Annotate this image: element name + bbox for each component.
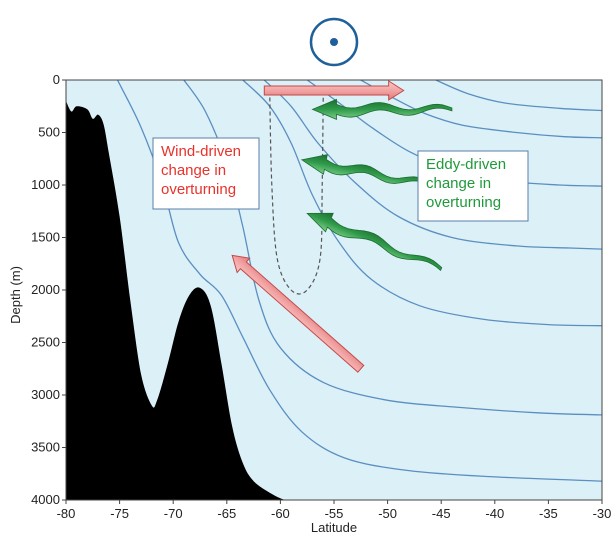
wind-arrow-2: [231, 254, 365, 373]
y-tick-label: 2500: [31, 335, 60, 350]
bathymetry: [66, 101, 602, 500]
x-tick-label: -60: [271, 506, 290, 521]
dashed-overturning-cell: [269, 90, 324, 295]
y-tick-label: 3000: [31, 387, 60, 402]
x-tick-label: -45: [432, 506, 451, 521]
x-tick-label: -80: [57, 506, 76, 521]
y-tick-label: 3500: [31, 440, 60, 455]
wind-driven-label-box: Wind-driven change in overturning: [152, 137, 260, 210]
isopycnal-line-4: [263, 80, 602, 250]
y-tick-label: 1500: [31, 230, 60, 245]
wind-arrow-1: [263, 80, 405, 101]
y-tick-label: 2000: [31, 282, 60, 297]
eddy-arrow-1: [311, 98, 453, 121]
axes: -80 -75 -70 -65 -60 -55 -50 -45 -40 -35 -30 0 500 100…: [31, 72, 611, 521]
svg-text:Wind-driven change in: Wind-driven change in overturning: [161, 143, 245, 198]
overturning-cell: [269, 90, 324, 295]
wind-label-line-1: Wind-driven: [161, 143, 241, 160]
circle-dot-icon: [309, 17, 359, 67]
isopycnal-line-7: [435, 80, 602, 112]
x-tick-label: -70: [164, 506, 183, 521]
y-tick-label: 0: [53, 72, 60, 87]
eddy-arrow-3: [306, 212, 443, 272]
eddy-label-line-3: overturning: [426, 194, 501, 211]
x-tick-label: -35: [539, 506, 558, 521]
x-axis-title: Latitude: [311, 520, 357, 535]
x-tick-label: -55: [325, 506, 344, 521]
wind-label-line-3: overturning: [161, 181, 236, 198]
isopycnal-line-3: [242, 80, 602, 327]
x-tick-label: -30: [593, 506, 612, 521]
y-tick-label: 1000: [31, 177, 60, 192]
y-axis-title: Depth (m): [8, 266, 23, 324]
eddy-label-line-1: Eddy-driven: [426, 156, 506, 173]
eddy-arrow-2: [300, 154, 432, 188]
eddy-driven-label-box: Eddy-driven change in overturning: [417, 150, 529, 222]
x-tick-label: -50: [378, 506, 397, 521]
x-tick-label: -65: [217, 506, 236, 521]
y-tick-label: 4000: [31, 492, 60, 507]
seafloor-topography: [66, 101, 602, 500]
y-tick-label: 500: [38, 125, 60, 140]
svg-text:Eddy-driven change in: Eddy-driven change in overturning: [426, 156, 510, 211]
eddy-label-line-2: change in: [426, 175, 491, 192]
arrows: [231, 80, 453, 373]
x-tick-label: -75: [110, 506, 129, 521]
wind-label-line-2: change in: [161, 162, 226, 179]
x-tick-label: -40: [485, 506, 504, 521]
